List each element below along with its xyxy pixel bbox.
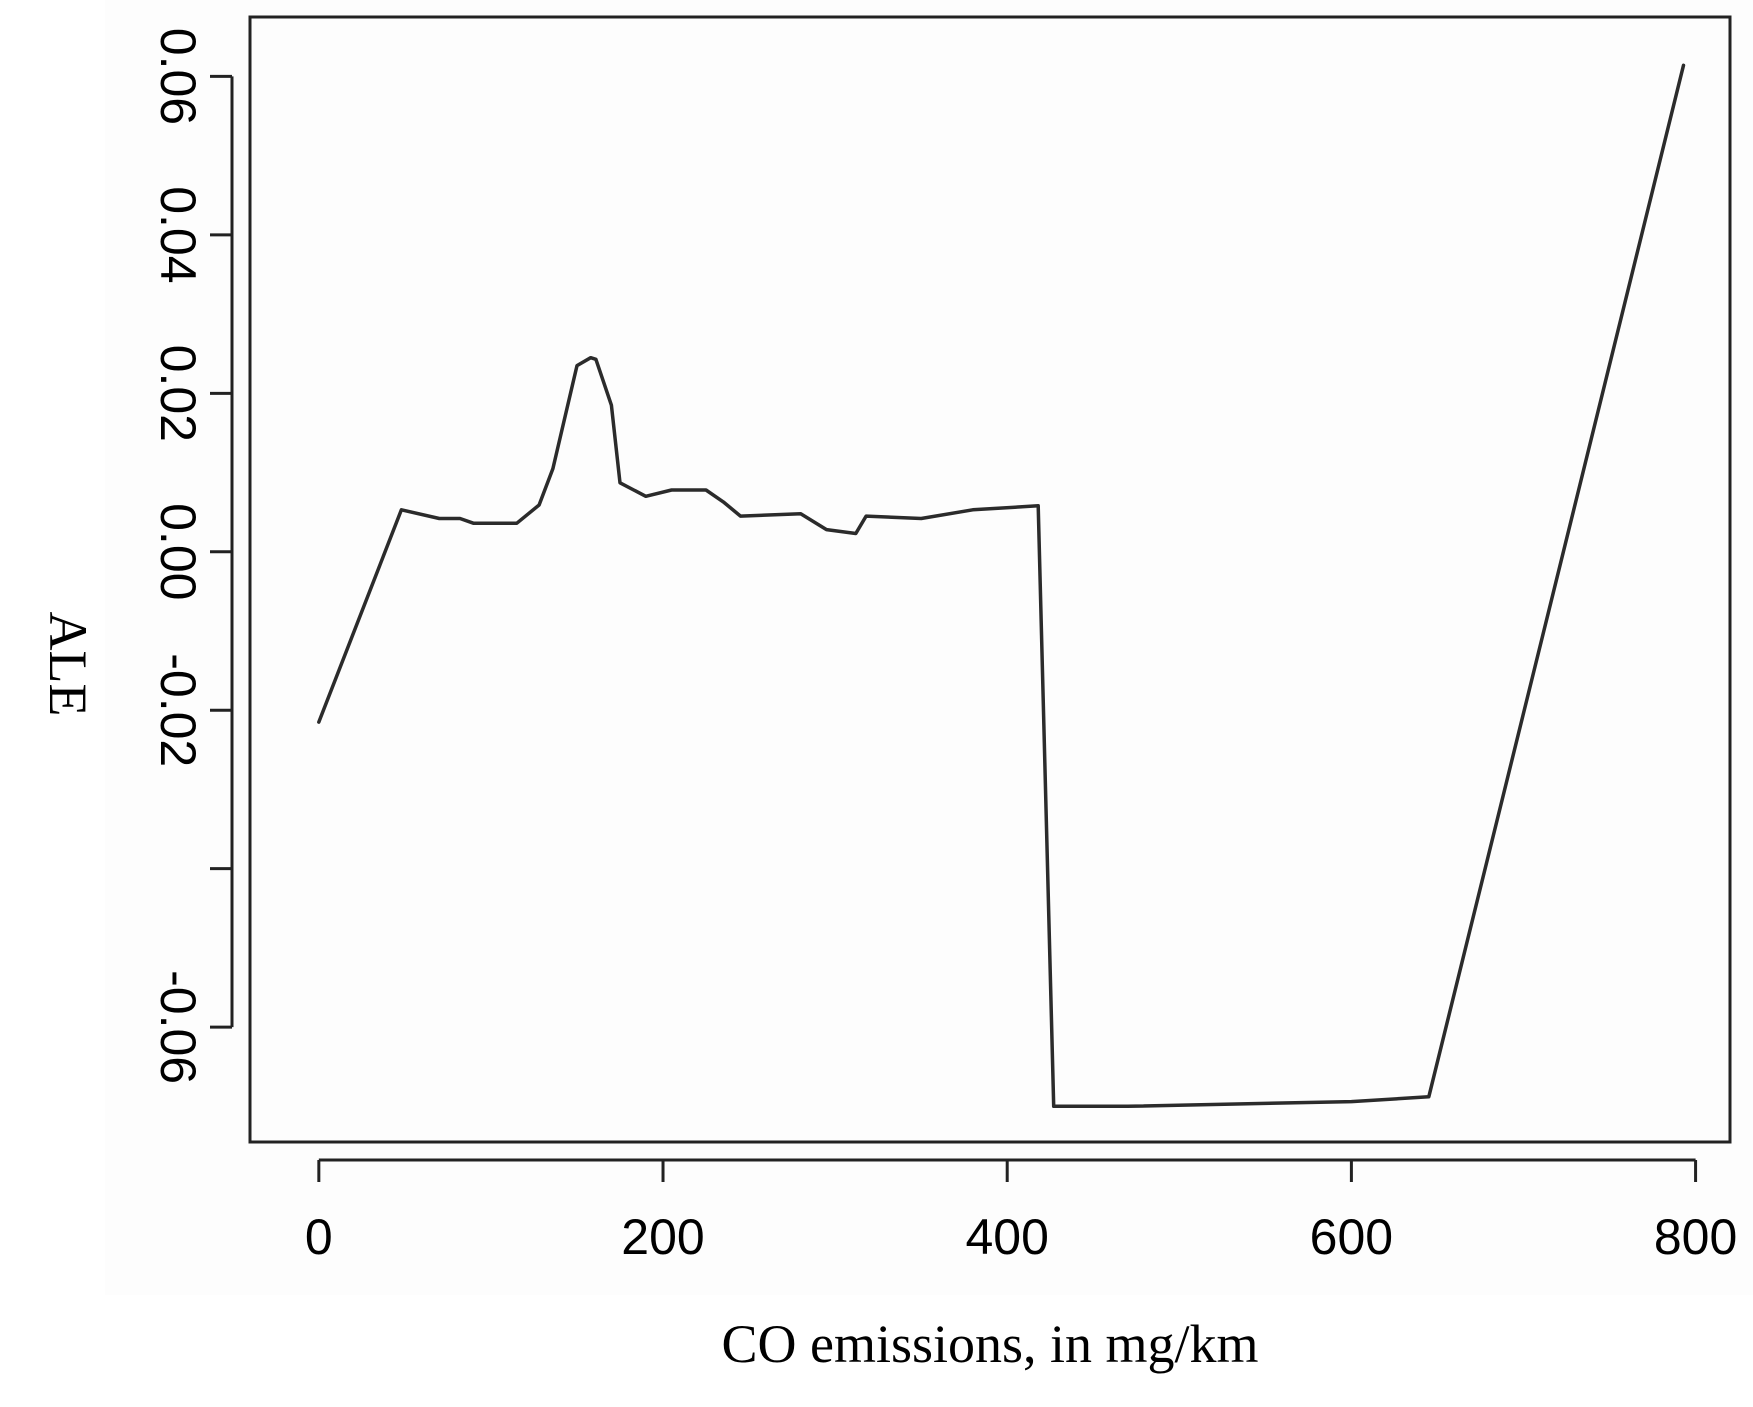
- plot-panel-background: [105, 0, 1753, 1295]
- y-axis-title: ALE: [38, 612, 98, 717]
- y-tick-label: 0.06: [150, 28, 206, 125]
- x-axis-title: CO emissions, in mg/km: [721, 1314, 1258, 1374]
- plot-frame: [248, 15, 1732, 1144]
- ale-series-line: [317, 63, 1686, 1109]
- x-tick-label: 800: [1654, 1209, 1737, 1265]
- x-tick-label: 600: [1310, 1209, 1393, 1265]
- x-tick-label: 0: [305, 1209, 333, 1265]
- y-axis: -0.06 -0.02 0.00 0.02 0.04 0.06: [150, 28, 234, 1084]
- x-tick-label: 400: [965, 1209, 1048, 1265]
- series-group: [317, 63, 1686, 1109]
- y-tick-label: -0.02: [150, 653, 206, 767]
- x-axis: 0 200 400 600 800: [305, 1158, 1737, 1265]
- panel-fill: [105, 0, 1753, 1295]
- y-tick-label: 0.00: [150, 503, 206, 600]
- y-tick-label: 0.04: [150, 186, 206, 283]
- x-tick-label: 200: [621, 1209, 704, 1265]
- y-tick-label: 0.02: [150, 345, 206, 442]
- y-tick-label: -0.06: [150, 970, 206, 1084]
